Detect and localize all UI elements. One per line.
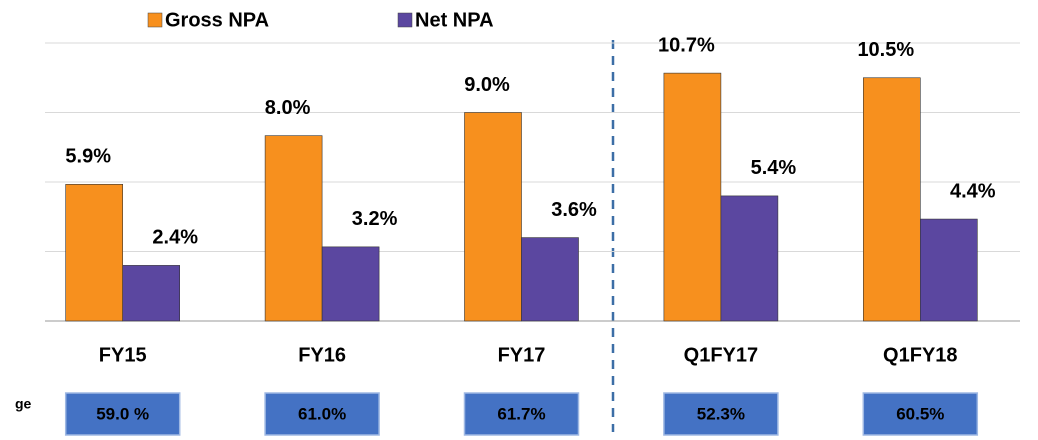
coverage-box <box>264 392 380 436</box>
coverage-value: 52.3% <box>697 404 745 423</box>
x-tick-label: FY15 <box>99 344 147 366</box>
x-tick-label: FY17 <box>498 344 546 366</box>
coverage-label: ge <box>15 396 32 412</box>
coverage-box <box>463 392 580 436</box>
bar <box>862 77 921 322</box>
bar <box>264 135 323 322</box>
value-label: 10.5% <box>857 39 914 61</box>
value-label: 5.4% <box>751 157 797 179</box>
bar <box>919 218 978 322</box>
bar <box>464 112 522 322</box>
coverage-box <box>64 392 181 436</box>
coverage-value: 61.7% <box>497 404 545 423</box>
value-label: 3.2% <box>352 208 398 230</box>
value-label: 3.6% <box>551 199 597 221</box>
x-tick-label: Q1FY17 <box>684 344 758 366</box>
legend-swatch <box>397 12 413 28</box>
legend-label: Net NPA <box>415 9 494 31</box>
value-label: 4.4% <box>950 180 996 202</box>
coverage-value: 61.0% <box>298 404 346 423</box>
value-label: 5.9% <box>65 146 111 168</box>
coverage-box <box>663 392 779 436</box>
value-label: 8.0% <box>265 97 311 119</box>
value-label: 2.4% <box>152 227 198 249</box>
x-tick-label: Q1FY18 <box>883 344 957 366</box>
coverage-value: 59.0 % <box>96 404 149 423</box>
bar <box>122 265 180 322</box>
coverage-value: 60.5% <box>896 404 944 423</box>
legend-swatch <box>147 12 163 28</box>
value-label: 10.7% <box>658 34 715 56</box>
bar <box>65 184 123 322</box>
bar <box>321 246 380 322</box>
coverage-box <box>862 392 979 436</box>
bar <box>663 72 722 322</box>
bar <box>521 237 579 322</box>
bar <box>720 195 779 322</box>
legend-label: Gross NPA <box>165 9 269 31</box>
value-label: 9.0% <box>464 74 510 96</box>
x-tick-label: FY16 <box>298 344 346 366</box>
